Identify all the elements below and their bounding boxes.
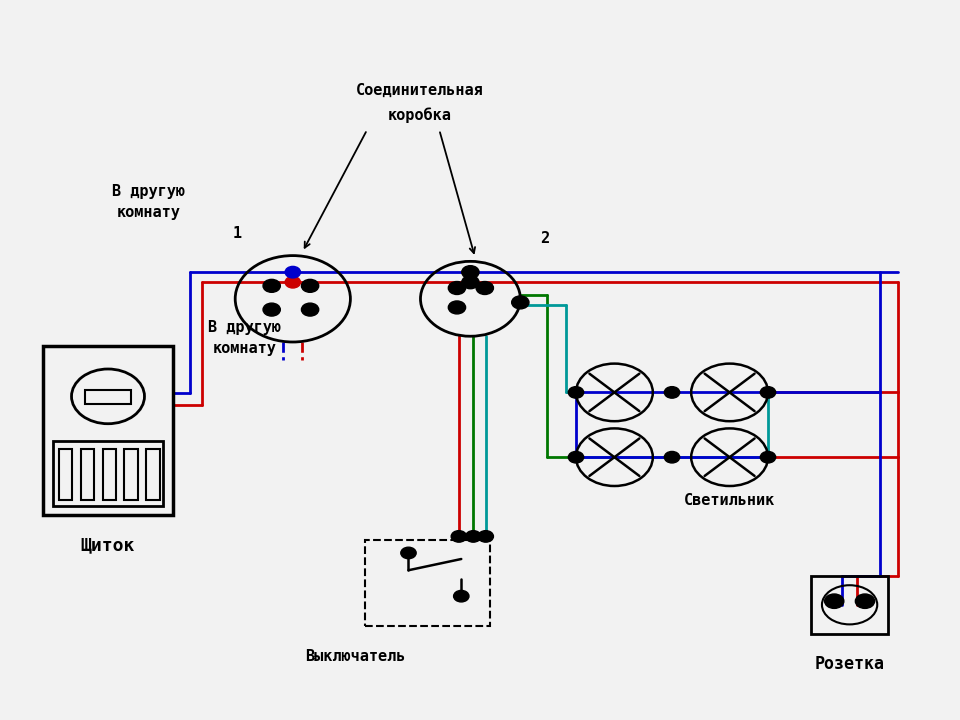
Bar: [81, 449, 94, 500]
Circle shape: [451, 531, 467, 542]
Text: Розетка: Розетка: [815, 655, 884, 672]
Circle shape: [453, 590, 469, 602]
Circle shape: [760, 387, 776, 398]
Bar: [811, 576, 888, 634]
Circle shape: [466, 531, 481, 542]
Circle shape: [478, 531, 493, 542]
Circle shape: [285, 266, 300, 278]
Bar: [53, 441, 163, 506]
Text: 1: 1: [232, 225, 242, 240]
Text: 2: 2: [540, 231, 549, 246]
Circle shape: [301, 303, 319, 316]
Circle shape: [760, 451, 776, 463]
Text: Щиток: Щиток: [81, 536, 135, 554]
Circle shape: [448, 301, 466, 314]
Circle shape: [263, 303, 280, 316]
Bar: [365, 540, 490, 626]
Text: В другую
комнату: В другую комнату: [208, 320, 281, 356]
Text: Светильник: Светильник: [684, 493, 776, 508]
Bar: [59, 449, 72, 500]
Circle shape: [401, 547, 417, 559]
Circle shape: [476, 282, 493, 294]
Circle shape: [568, 387, 584, 398]
Bar: [125, 449, 137, 500]
Bar: [84, 390, 131, 405]
Bar: [147, 449, 159, 500]
Bar: [43, 346, 173, 515]
Circle shape: [664, 451, 680, 463]
Circle shape: [285, 276, 300, 288]
Text: В другую
комнату: В другую комнату: [112, 184, 185, 220]
Circle shape: [462, 266, 479, 279]
Circle shape: [512, 296, 529, 309]
Text: коробка: коробка: [388, 107, 452, 123]
Circle shape: [263, 279, 280, 292]
Bar: [103, 449, 116, 500]
Circle shape: [568, 451, 584, 463]
Text: Соединительная: Соединительная: [356, 83, 484, 97]
Circle shape: [825, 594, 844, 608]
Circle shape: [301, 279, 319, 292]
Text: Выключатель: Выключатель: [305, 649, 405, 664]
Circle shape: [448, 282, 466, 294]
Circle shape: [462, 276, 479, 289]
Circle shape: [855, 594, 875, 608]
Circle shape: [664, 387, 680, 398]
